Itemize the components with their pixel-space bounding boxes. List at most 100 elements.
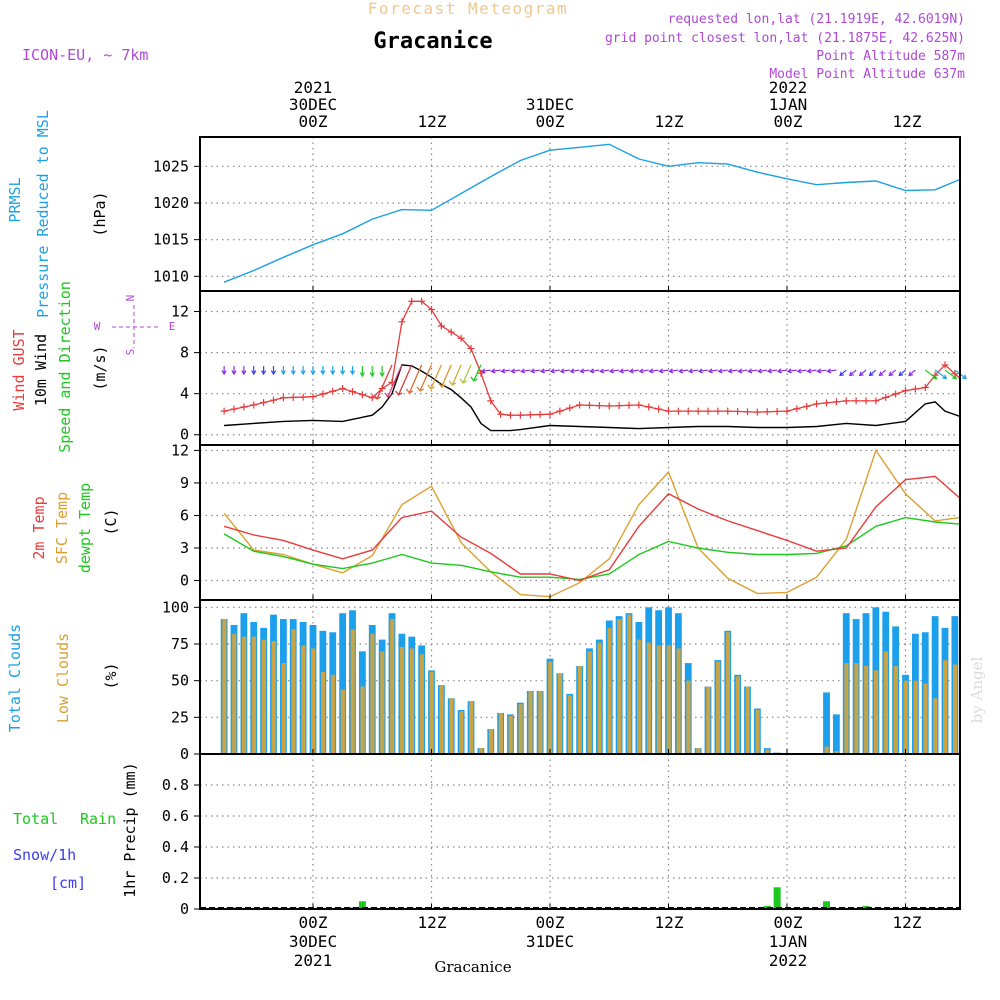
low-cloud-bar-11 [330,674,336,754]
point-altitude: Point Altitude 587m [816,49,965,64]
wind-arrowhead-7 [379,372,385,378]
p3-ytick-label-0: 0 [180,571,189,589]
wind-arrowhead-65 [962,374,968,380]
wind-arrow-41 [708,369,718,372]
pressure-line [223,143,960,283]
low-cloud-bar-63 [844,663,849,754]
top-axis-label-2-hour: 12Z [418,112,447,131]
low-cloud-bar-8 [301,645,306,754]
dewpt-temp-line [223,516,960,581]
wind-arrowhead-37 [668,368,674,374]
gust-marker-21 [428,305,435,313]
wind-arrow-52 [817,369,827,372]
gust-marker-22 [437,322,445,330]
gust-marker-38 [595,402,603,410]
low-cloud-bar-37 [587,651,592,754]
p3-label-sfc: SFC Temp [53,492,71,564]
gust-marker-36 [576,401,584,409]
p5-ytick-label-2: 0.4 [162,838,189,856]
low-cloud-bar-51 [725,632,731,754]
model-label: ICON-EU, ~ 7km [22,46,148,64]
low-cloud-bar-72 [933,698,938,754]
gust-marker-2 [240,403,248,411]
low-cloud-bar-65 [864,666,869,754]
wind-arrowhead-1 [320,370,326,376]
gust-marker-49 [704,407,712,415]
top-axis-label-1-date: 30DEC [289,95,337,114]
wind-arrowhead-29 [589,368,595,374]
gust-marker-46 [674,407,682,415]
gust-marker-44 [655,405,663,413]
gust-marker-58 [793,405,801,413]
wind-arrow-22 [521,369,531,372]
wind-arrowhead-31 [608,368,615,374]
low-cloud-bar-9 [311,648,316,754]
low-cloud-bar-1 [232,633,237,754]
low-cloud-bar-26 [478,748,484,754]
p1-ytick-label-2: 1020 [153,194,189,212]
low-cloud-bar-4 [261,639,266,754]
wind-arrowhead--7 [241,370,247,376]
gust-marker-26 [477,369,485,377]
wind-arrow-33 [629,369,639,372]
p3-ytick-label-3: 9 [180,474,189,492]
bottom-axis-label-1-year: 2021 [294,951,333,970]
p3-unit: (C) [102,508,120,535]
wind-arrow-49 [787,369,797,372]
total-cloud-bar-61 [823,692,830,754]
low-cloud-bar-15 [370,633,375,754]
compass-west: W [94,320,101,333]
wind-arrowhead-27 [569,368,575,374]
low-cloud-bar-47 [686,680,691,754]
wind-arrow-48 [777,369,788,372]
wind-arrowhead-2 [330,370,336,376]
wind-arrow-43 [728,369,738,372]
wind-arrow-35 [649,369,659,372]
compass-north: N [124,295,137,302]
low-cloud-bar-36 [577,666,582,754]
p5-label-rain: Rain [80,810,116,828]
p4-ytick-label-2: 50 [171,672,189,690]
low-cloud-bar-31 [528,690,533,754]
wind-arrowhead-59 [888,371,894,377]
wind-arrowhead-11 [405,388,414,394]
wind-arrowhead-23 [529,368,536,374]
wind-arrow-11 [408,364,423,394]
wind-arrowhead-64 [952,374,958,380]
gust-marker-62 [832,398,840,406]
watermark: by Angel [968,656,986,723]
p3-ytick-label-1: 3 [180,539,189,557]
gust-marker-71 [921,384,929,392]
chart-title: Gracanice [373,29,492,54]
wind-arrow-14 [440,364,452,388]
wind-arrow-37 [669,369,679,372]
low-cloud-bar-71 [923,683,928,754]
gust-marker-5 [270,396,277,404]
wind-arrowhead-42 [717,368,723,374]
p3-label-dewpt: dewpt Temp [76,483,94,573]
bottom-axis-label-1-hour: 00Z [299,913,328,932]
wind-arrow-29 [590,369,600,372]
chart-subtitle: Forecast Meteogram [368,0,568,18]
gust-marker-9 [309,393,317,401]
gust-marker-31 [526,411,534,419]
p2-ytick-label-2: 8 [180,344,189,362]
gust-marker-34 [556,407,564,415]
wind-arrow-8 [376,364,393,400]
wind-arrow-40 [698,369,709,372]
low-cloud-bar-41 [627,614,632,754]
p5-label-snow: Snow/1h [13,846,76,864]
total-cloud-bar-62 [832,714,840,754]
rain-bar-5 [358,901,366,909]
wind-arrowhead-33 [628,368,634,374]
low-cloud-bar-14 [360,686,365,754]
wind-arrowhead-47 [766,368,773,374]
p1-unit: (hPa) [91,191,109,236]
gust-marker-19 [408,297,416,305]
wind-arrowhead-43 [727,368,733,374]
gust-marker-55 [763,408,771,416]
p5-label-total: Total [13,810,58,828]
top-axis-label-3-date: 31DEC [526,95,574,114]
gust-marker-59 [803,402,811,410]
